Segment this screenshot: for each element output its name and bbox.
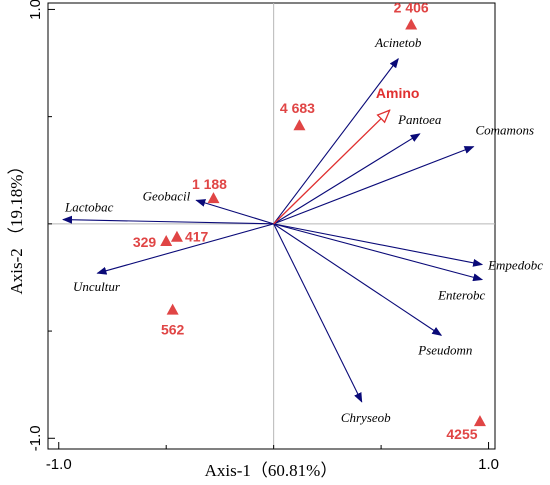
env-label-amino: Amino <box>376 85 420 101</box>
sample-points: 2 406 4 683 1 188 417 329 562 4255 <box>133 0 486 442</box>
species-arrow-chryseob <box>273 223 363 403</box>
species-arrow-pseudomn <box>273 223 443 336</box>
sample-marker-1188 <box>207 192 220 204</box>
species-arrow-lactobac <box>62 215 274 225</box>
y-tick-label: 1.0 <box>27 0 44 20</box>
species-arrows: Acinetob Pantoea Comamons Geobacil Lactobac U… <box>62 35 543 425</box>
sample-marker-4683 <box>293 119 306 131</box>
x-tick-label: 1.0 <box>478 456 499 473</box>
species-label-acinetob: Acinetob <box>374 35 422 50</box>
species-label-enterobc: Enterobc <box>437 288 485 303</box>
sample-label-4683: 4 683 <box>280 100 315 116</box>
y-axis-title: Axis-2 （19.18%） <box>7 158 26 295</box>
sample-marker-417 <box>170 230 183 242</box>
sample-marker-2406 <box>405 18 418 30</box>
sample-label-4255: 4255 <box>446 426 477 442</box>
species-arrow-geobacil <box>195 199 274 225</box>
species-label-chryseob: Chryseob <box>341 410 391 425</box>
axis-ticks: -1.0 1.0 1.0 -1.0 <box>27 0 499 473</box>
x-tick-label: -1.0 <box>46 456 72 473</box>
species-label-comamons: Comamons <box>476 123 535 138</box>
sample-label-329: 329 <box>133 234 157 250</box>
species-arrow-acinetob <box>273 57 399 225</box>
sample-label-417: 417 <box>185 229 209 245</box>
species-label-pantoea: Pantoea <box>397 112 442 127</box>
species-arrow-comamons <box>273 146 475 225</box>
x-axis-title: Axis-1（60.81%） <box>205 461 338 480</box>
species-arrow-empedobc <box>273 223 484 267</box>
sample-marker-4255 <box>473 415 486 427</box>
sample-marker-562 <box>166 303 179 315</box>
sample-label-2406: 2 406 <box>394 0 429 15</box>
species-label-lactobac: Lactobac <box>64 200 114 215</box>
environment-arrows: Amino <box>273 85 420 225</box>
species-label-uncultur: Uncultur <box>73 279 121 294</box>
y-tick-label: -1.0 <box>27 425 44 451</box>
species-label-pseudomn: Pseudomn <box>417 342 472 357</box>
grid-lines <box>48 3 495 449</box>
species-arrow-pantoea <box>273 133 421 225</box>
sample-marker-329 <box>160 235 173 247</box>
plot-frame <box>47 2 496 450</box>
env-arrow-amino <box>273 110 390 225</box>
species-label-empedobc: Empedobc <box>487 258 543 273</box>
species-label-geobacil: Geobacil <box>143 188 191 203</box>
species-arrow-uncultur <box>96 223 274 275</box>
species-arrow-enterobc <box>273 223 484 282</box>
sample-label-1188: 1 188 <box>192 176 227 192</box>
sample-label-562: 562 <box>161 322 185 338</box>
